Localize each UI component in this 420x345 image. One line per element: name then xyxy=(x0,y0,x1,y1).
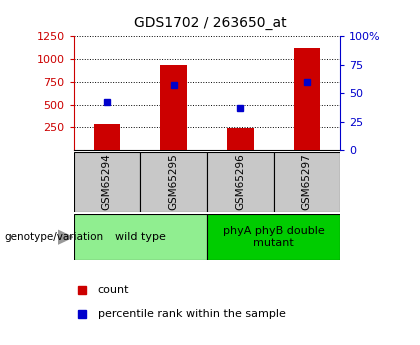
Bar xyxy=(294,48,320,150)
Bar xyxy=(273,152,340,212)
Text: count: count xyxy=(97,285,129,295)
Bar xyxy=(207,152,273,212)
Text: GSM65294: GSM65294 xyxy=(102,154,112,210)
Text: GSM65296: GSM65296 xyxy=(235,154,245,210)
Bar xyxy=(207,214,340,260)
Text: GDS1702 / 263650_at: GDS1702 / 263650_at xyxy=(134,16,286,30)
Bar xyxy=(74,214,207,260)
Polygon shape xyxy=(58,230,73,244)
Text: genotype/variation: genotype/variation xyxy=(4,232,103,242)
Bar xyxy=(227,128,254,150)
Bar xyxy=(160,65,187,150)
Bar xyxy=(140,152,207,212)
Text: percentile rank within the sample: percentile rank within the sample xyxy=(97,309,285,319)
Text: wild type: wild type xyxy=(115,232,165,242)
Text: GSM65295: GSM65295 xyxy=(168,154,178,210)
Text: phyA phyB double
mutant: phyA phyB double mutant xyxy=(223,226,324,248)
Text: GSM65297: GSM65297 xyxy=(302,154,312,210)
Bar xyxy=(94,124,120,150)
Bar xyxy=(74,152,140,212)
